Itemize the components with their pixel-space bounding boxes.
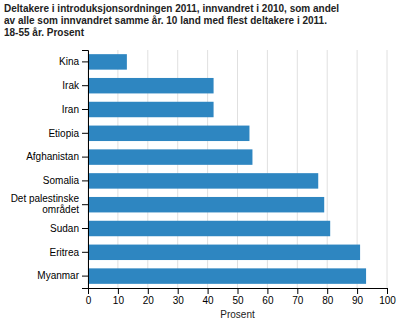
bar (88, 197, 324, 212)
bar (88, 268, 366, 283)
y-tick: Eritrea (50, 247, 88, 258)
bar (88, 149, 252, 164)
x-tick: 50 (232, 288, 244, 306)
x-tick: 70 (292, 288, 304, 306)
tick-label: 0 (86, 295, 92, 306)
tick-label: 80 (322, 295, 334, 306)
x-tick: 30 (173, 288, 185, 306)
tick-mark (82, 157, 88, 158)
y-axis: Myanmar Eritrea Sudan Det palestinskeområde… (11, 51, 89, 289)
tick-label: 30 (173, 295, 185, 306)
bar (88, 78, 214, 93)
x-tick: 90 (352, 288, 364, 306)
tick-mark (82, 133, 88, 134)
tick-mark (82, 252, 88, 253)
tick-mark (267, 288, 268, 294)
y-tick: Myanmar (37, 270, 88, 281)
y-tick: Sudan (50, 223, 88, 234)
axis-domain (89, 289, 388, 295)
tick-label: Myanmar (37, 270, 79, 281)
tick-label: 50 (232, 295, 244, 306)
tick-mark (82, 180, 88, 181)
tick-mark (178, 288, 179, 294)
grid (88, 50, 387, 288)
tick-label: Afghanistan (26, 151, 79, 162)
tick-label-line: Det palestinske (11, 193, 80, 204)
x-axis: 0 10 20 30 40 50 60 70 80 90 100 (86, 288, 397, 306)
tick-mark (387, 288, 388, 294)
y-tick: Etiopia (48, 128, 88, 139)
x-tick: 60 (262, 288, 274, 306)
tick-mark (82, 85, 88, 86)
tick-mark (118, 288, 119, 294)
tick-mark (357, 288, 358, 294)
tick-label: Kina (59, 56, 79, 67)
y-tick: Det palestinskeområdet (11, 193, 88, 215)
tick-mark (327, 288, 328, 294)
y-tick: Iran (62, 104, 88, 115)
x-tick: 10 (113, 288, 125, 306)
y-tick: Irak (62, 80, 88, 91)
tick-label: Iran (62, 104, 79, 115)
tick-mark (297, 288, 298, 294)
tick-label: 90 (352, 295, 364, 306)
bar (88, 173, 318, 188)
title-line: av alle som innvandret samme år. 10 land… (4, 15, 327, 26)
tick-label: 10 (113, 295, 125, 306)
bars (88, 54, 366, 284)
bar (88, 102, 214, 117)
tick-mark (82, 228, 88, 229)
tick-mark (82, 276, 88, 277)
bar (88, 54, 127, 69)
x-axis-label: Prosent (220, 309, 255, 320)
chart: Deltakere i introduksjonsordningen 2011,… (0, 0, 401, 322)
tick-label: Irak (62, 80, 80, 91)
tick-mark (82, 109, 88, 110)
tick-mark (148, 288, 149, 294)
y-tick: Afghanistan (26, 151, 88, 162)
tick-label: Etiopia (48, 128, 79, 139)
y-tick: Kina (59, 56, 88, 67)
tick-label: Det palestinskeområdet (11, 193, 80, 215)
tick-label: 60 (262, 295, 274, 306)
tick-label-line: området (42, 204, 79, 215)
tick-label: Eritrea (50, 247, 80, 258)
x-tick: 100 (379, 288, 396, 306)
title-line: 18-55 år. Prosent (4, 27, 85, 38)
tick-label: 40 (203, 295, 215, 306)
tick-label: 20 (143, 295, 155, 306)
plot: 0 10 20 30 40 50 60 70 80 90 100 Myanmar Eritrea Suda… (11, 50, 397, 320)
y-tick: Somalia (43, 175, 88, 186)
tick-mark (208, 288, 209, 294)
bar (88, 126, 249, 141)
x-tick: 40 (203, 288, 215, 306)
x-tick: 80 (322, 288, 334, 306)
grid-line (387, 50, 388, 288)
x-tick: 20 (143, 288, 155, 306)
bar (88, 221, 330, 236)
tick-mark (238, 288, 239, 294)
title-line: Deltakere i introduksjonsordningen 2011,… (4, 3, 339, 14)
bar (88, 245, 360, 260)
tick-label: Somalia (43, 175, 80, 186)
title: Deltakere i introduksjonsordningen 2011,… (4, 3, 339, 38)
x-tick: 0 (86, 288, 92, 306)
tick-label: Sudan (50, 223, 79, 234)
tick-label: 100 (379, 295, 396, 306)
axis-domain (82, 51, 89, 289)
tick-mark (82, 61, 88, 62)
tick-mark (82, 204, 88, 205)
tick-label: 70 (292, 295, 304, 306)
